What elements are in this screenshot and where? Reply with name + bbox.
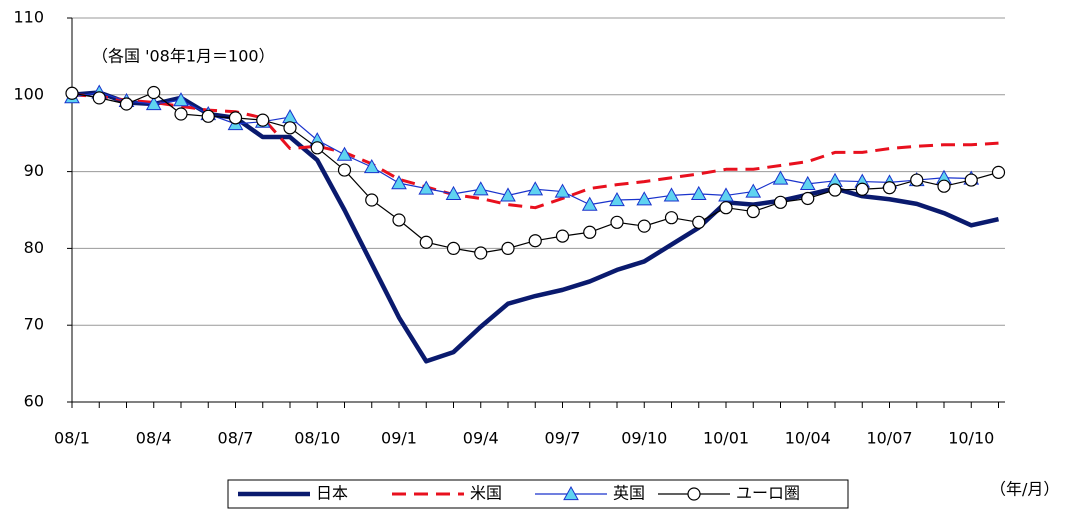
marker <box>746 204 760 219</box>
marker <box>964 173 978 187</box>
marker <box>201 109 215 123</box>
marker <box>910 173 924 187</box>
x-unit-label: （年/月） <box>990 480 1059 499</box>
marker <box>991 165 1006 179</box>
legend-label: 日本 <box>316 484 348 503</box>
x-tick-label: 08/7 <box>218 429 254 448</box>
marker <box>392 213 406 227</box>
marker <box>664 211 679 225</box>
marker <box>283 121 297 135</box>
y-tick-label: 80 <box>24 238 44 257</box>
marker <box>687 487 701 501</box>
x-tick-label: 08/10 <box>294 429 340 448</box>
x-tick-label: 10/07 <box>866 429 912 448</box>
series-line <box>71 93 999 210</box>
marker <box>745 183 762 198</box>
y-tick-label: 70 <box>24 315 44 334</box>
marker <box>337 163 352 177</box>
marker <box>363 158 380 174</box>
legend-label: 英国 <box>613 484 645 503</box>
marker <box>92 91 106 105</box>
marker <box>718 187 734 202</box>
marker <box>282 109 298 124</box>
marker <box>882 181 897 195</box>
x-tick-label: 10/01 <box>703 429 749 448</box>
marker <box>501 241 515 255</box>
marker <box>799 175 816 190</box>
marker <box>828 183 842 197</box>
x-tick-label: 09/4 <box>463 429 499 448</box>
marker <box>228 111 243 125</box>
marker <box>636 191 653 206</box>
x-tick-label: 10/04 <box>785 429 831 448</box>
y-tick-label: 110 <box>13 8 44 27</box>
marker <box>173 92 189 107</box>
marker <box>563 485 579 501</box>
marker <box>418 180 435 195</box>
marker <box>555 229 570 243</box>
marker <box>528 234 542 248</box>
marker <box>419 235 433 249</box>
marker <box>445 185 462 200</box>
marker <box>719 201 733 215</box>
legend-box <box>227 479 849 509</box>
annotation: （各国 '08年1月＝100） <box>92 47 275 66</box>
marker <box>772 170 789 185</box>
marker <box>256 113 270 127</box>
y-tick-label: 100 <box>13 84 44 103</box>
series-line <box>71 91 972 206</box>
marker <box>855 182 869 196</box>
x-tick-label: 09/7 <box>545 429 581 448</box>
marker <box>610 215 624 229</box>
x-tick-label: 08/4 <box>136 429 172 448</box>
legend-label: ユーロ圏 <box>736 484 800 503</box>
marker <box>174 107 188 121</box>
x-tick-label: 10/10 <box>948 429 994 448</box>
marker <box>310 141 324 155</box>
y-tick-label: 60 <box>24 392 44 411</box>
marker <box>472 181 489 196</box>
marker <box>145 95 162 111</box>
marker <box>527 181 544 196</box>
legend-label: 米国 <box>470 484 502 503</box>
x-tick-label: 09/10 <box>621 429 667 448</box>
marker <box>119 97 134 111</box>
x-tick-label: 09/1 <box>381 429 417 448</box>
marker <box>583 225 597 239</box>
marker <box>554 183 571 198</box>
x-tick-label: 08/1 <box>54 429 90 448</box>
marker <box>692 215 706 229</box>
marker <box>773 195 788 209</box>
series-line <box>71 90 999 364</box>
marker <box>690 185 707 200</box>
marker <box>500 187 516 202</box>
marker <box>147 85 161 100</box>
marker <box>609 191 625 207</box>
marker <box>637 219 651 233</box>
marker <box>65 86 79 100</box>
marker <box>365 193 379 207</box>
marker <box>663 187 680 202</box>
y-tick-label: 90 <box>24 161 44 180</box>
marker <box>474 246 488 260</box>
marker <box>446 241 461 255</box>
marker <box>581 196 598 211</box>
marker <box>801 191 815 206</box>
marker <box>937 179 951 193</box>
marker <box>336 146 353 161</box>
marker <box>391 175 407 190</box>
